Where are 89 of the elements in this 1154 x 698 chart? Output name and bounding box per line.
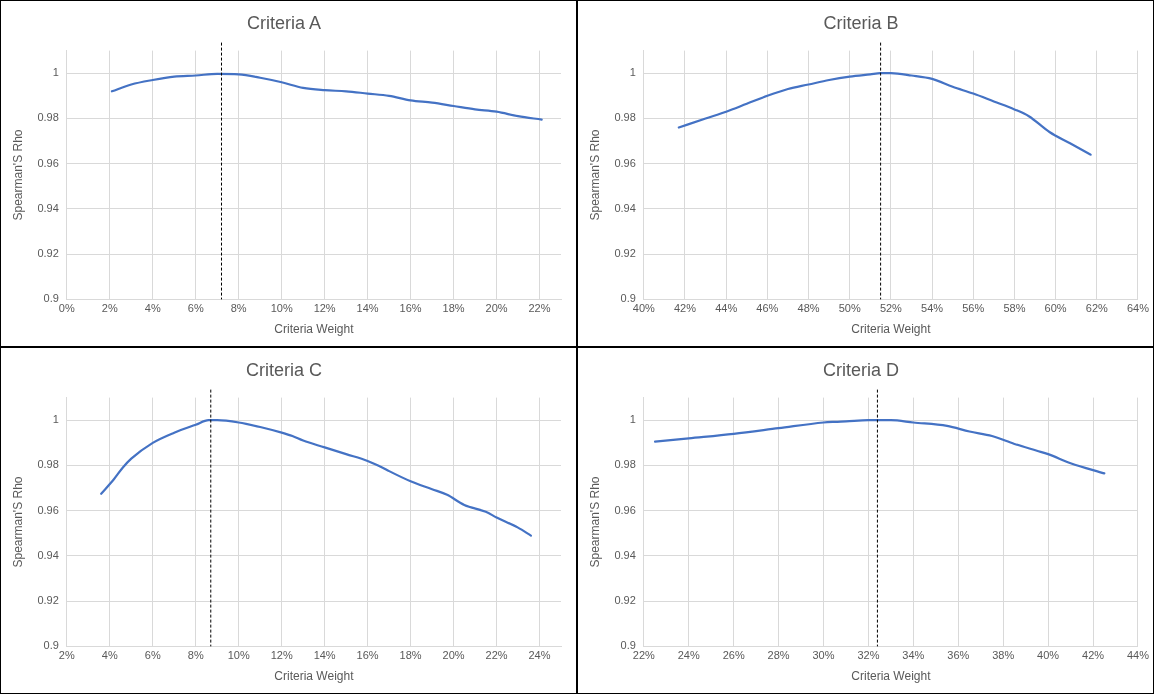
x-tick-label: 12% — [313, 302, 336, 315]
x-tick-label: 20% — [442, 649, 465, 662]
y-tick-label: 0.92 — [614, 247, 636, 260]
x-axis-title: Criteria Weight — [274, 669, 355, 684]
x-tick-label: 6% — [144, 649, 161, 662]
x-tick-label: 40% — [632, 302, 656, 315]
x-tick-label: 34% — [902, 649, 925, 662]
x-tick-label: 16% — [399, 302, 422, 315]
line-series — [653, 419, 1106, 475]
y-tick-label: 0.98 — [614, 111, 636, 124]
y-axis-title: Spearman'S Rho — [10, 129, 25, 221]
x-tick-label: 54% — [921, 302, 944, 315]
y-tick-label: 0.92 — [37, 594, 59, 607]
y-tick-label: 0.92 — [37, 247, 59, 260]
x-tick-label: 2% — [58, 649, 75, 662]
y-tick-label: 0.9 — [43, 639, 59, 652]
y-tick-label: 0.96 — [614, 156, 636, 169]
x-tick-label: 32% — [857, 649, 880, 662]
x-axis-title: Criteria Weight — [851, 669, 932, 684]
y-tick-label: 0.94 — [37, 201, 59, 214]
x-tick-label: 42% — [1082, 649, 1105, 662]
y-tick-label: 1 — [629, 413, 636, 426]
x-tick-label: 6% — [187, 302, 204, 315]
x-tick-label: 18% — [399, 649, 422, 662]
chart-title: Criteria A — [246, 12, 322, 33]
x-tick-label: 8% — [230, 302, 247, 315]
x-tick-label: 28% — [767, 649, 790, 662]
x-tick-label: 4% — [101, 649, 118, 662]
x-tick-label: 52% — [879, 302, 903, 315]
y-tick-label: 0.9 — [620, 639, 636, 652]
x-axis-title: Criteria Weight — [274, 322, 355, 337]
x-tick-label: 4% — [144, 302, 161, 315]
line-series — [100, 419, 533, 537]
x-tick-label: 22% — [528, 302, 551, 315]
x-tick-label: 50% — [838, 302, 861, 315]
x-tick-label: 12% — [270, 649, 293, 662]
x-tick-label: 46% — [756, 302, 779, 315]
x-tick-label: 36% — [947, 649, 970, 662]
chart-title: Criteria D — [822, 359, 900, 380]
x-tick-label: 14% — [313, 649, 336, 662]
x-tick-label: 0% — [58, 302, 75, 315]
y-tick-label: 0.94 — [614, 201, 636, 214]
y-tick-label: 0.98 — [37, 111, 59, 124]
y-tick-label: 0.98 — [614, 458, 636, 471]
x-tick-label: 20% — [485, 302, 508, 315]
y-axis-title: Spearman'S Rho — [587, 476, 602, 568]
x-tick-label: 22% — [632, 649, 656, 662]
line-series — [677, 72, 1092, 156]
y-tick-label: 0.96 — [37, 503, 59, 516]
x-tick-label: 44% — [715, 302, 738, 315]
y-axis-title: Spearman'S Rho — [10, 476, 25, 568]
x-tick-label: 60% — [1044, 302, 1067, 315]
y-tick-label: 0.92 — [614, 594, 636, 607]
x-tick-label: 2% — [101, 302, 118, 315]
x-tick-label: 38% — [992, 649, 1015, 662]
chart-title: Criteria C — [245, 359, 323, 380]
x-tick-label: 48% — [797, 302, 820, 315]
y-tick-label: 0.94 — [614, 548, 636, 561]
y-tick-label: 0.96 — [37, 156, 59, 169]
x-tick-label: 16% — [356, 649, 379, 662]
x-tick-label: 40% — [1037, 649, 1060, 662]
y-tick-label: 0.9 — [43, 292, 59, 305]
x-tick-label: 58% — [1003, 302, 1026, 315]
y-tick-label: 1 — [52, 413, 59, 426]
y-axis-title: Spearman'S Rho — [587, 129, 602, 221]
chart-title: Criteria B — [823, 12, 899, 33]
x-tick-label: 22% — [485, 649, 508, 662]
y-tick-label: 0.96 — [614, 503, 636, 516]
x-tick-label: 44% — [1126, 649, 1150, 662]
x-tick-label: 24% — [528, 649, 551, 662]
x-tick-label: 14% — [356, 302, 379, 315]
x-tick-label: 8% — [187, 649, 204, 662]
x-tick-label: 64% — [1126, 302, 1150, 315]
x-tick-label: 30% — [812, 649, 835, 662]
line-series — [110, 72, 543, 121]
x-tick-label: 10% — [227, 649, 250, 662]
y-tick-label: 0.9 — [620, 292, 636, 305]
y-tick-label: 0.98 — [37, 458, 59, 471]
y-tick-label: 1 — [629, 66, 636, 79]
x-tick-label: 18% — [442, 302, 465, 315]
x-tick-label: 42% — [673, 302, 697, 315]
y-tick-label: 1 — [52, 66, 59, 79]
x-tick-label: 26% — [722, 649, 745, 662]
x-tick-label: 24% — [677, 649, 700, 662]
x-tick-label: 10% — [270, 302, 293, 315]
y-tick-label: 0.94 — [37, 548, 59, 561]
x-tick-label: 62% — [1085, 302, 1109, 315]
x-axis-title: Criteria Weight — [851, 322, 932, 337]
x-tick-label: 56% — [962, 302, 985, 315]
